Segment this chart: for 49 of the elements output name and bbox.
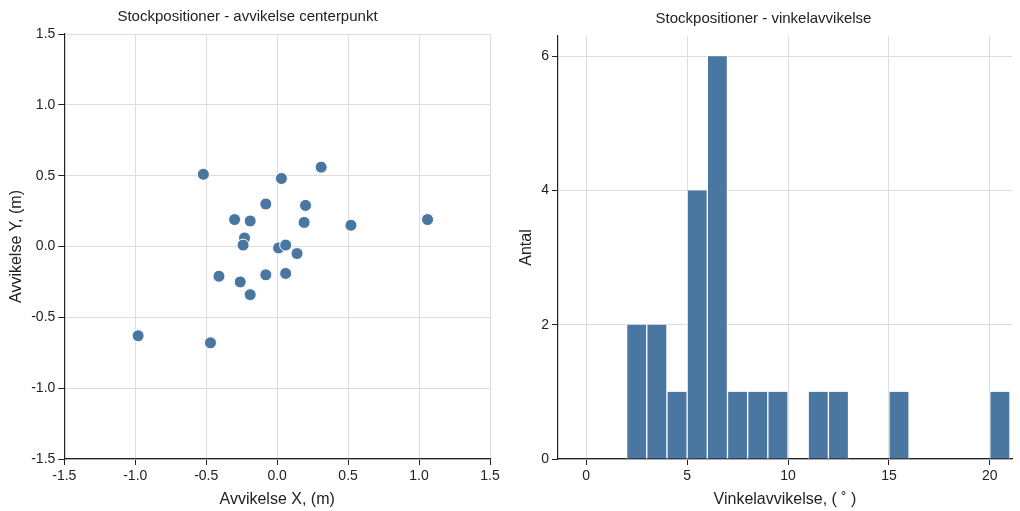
x-tick-label: -1.5	[52, 467, 77, 484]
y-tick-label: 4	[541, 181, 550, 198]
y-tick-label: -1.0	[31, 379, 56, 396]
point	[196, 167, 210, 181]
x-tick-label: 20	[982, 467, 998, 484]
x-tick-label: 5	[683, 467, 692, 484]
point	[131, 329, 145, 343]
point	[421, 213, 435, 227]
x-tick-label: 0.0	[267, 467, 288, 484]
point	[279, 266, 293, 280]
x-tick-label: -0.5	[194, 467, 219, 484]
point	[259, 197, 273, 211]
point	[290, 247, 304, 261]
point	[344, 218, 358, 232]
point	[299, 198, 313, 212]
y-tick-label: 1.5	[35, 24, 56, 41]
point	[274, 172, 288, 185]
x-axis-title: Avvikelse X, (m)	[219, 489, 335, 507]
y-tick-label: -0.5	[31, 308, 56, 325]
x-tick-label: 1.0	[409, 467, 429, 484]
point	[297, 215, 311, 229]
point	[233, 275, 247, 289]
x-tick-label: 0	[582, 467, 591, 484]
y-tick-label: 6	[541, 47, 550, 63]
x-tick-label: 1.5	[480, 467, 500, 484]
y-tick-label: -1.5	[31, 449, 56, 466]
y-tick-label: 0.5	[35, 166, 56, 183]
point	[243, 214, 257, 228]
x-axis-title: Vinkelavvikelse, ( ˚ )	[713, 489, 857, 507]
chart-title: Stockpositioner - avvikelse centerpunkt	[117, 7, 379, 25]
y-tick-label: 2	[541, 315, 550, 332]
y-axis-title: Antal	[517, 229, 535, 266]
x-tick-label: 0.5	[338, 467, 359, 484]
point	[243, 288, 257, 302]
point	[236, 238, 250, 252]
y-tick-label: 0	[541, 449, 550, 466]
y-tick-label: 0.0	[35, 237, 56, 254]
x-tick-label: -1.0	[123, 467, 148, 484]
y-axis-title: Avvikelse Y, (m)	[7, 190, 25, 303]
chart-title: Stockpositioner - vinkelavvikelse	[655, 9, 872, 27]
y-tick-label: 1.0	[35, 95, 56, 112]
point	[203, 336, 217, 350]
point	[259, 268, 273, 282]
x-tick-label: 15	[881, 467, 897, 484]
point	[212, 269, 226, 283]
point	[314, 160, 328, 174]
x-tick-label: 10	[780, 467, 797, 484]
point	[279, 238, 293, 252]
point	[228, 213, 242, 227]
